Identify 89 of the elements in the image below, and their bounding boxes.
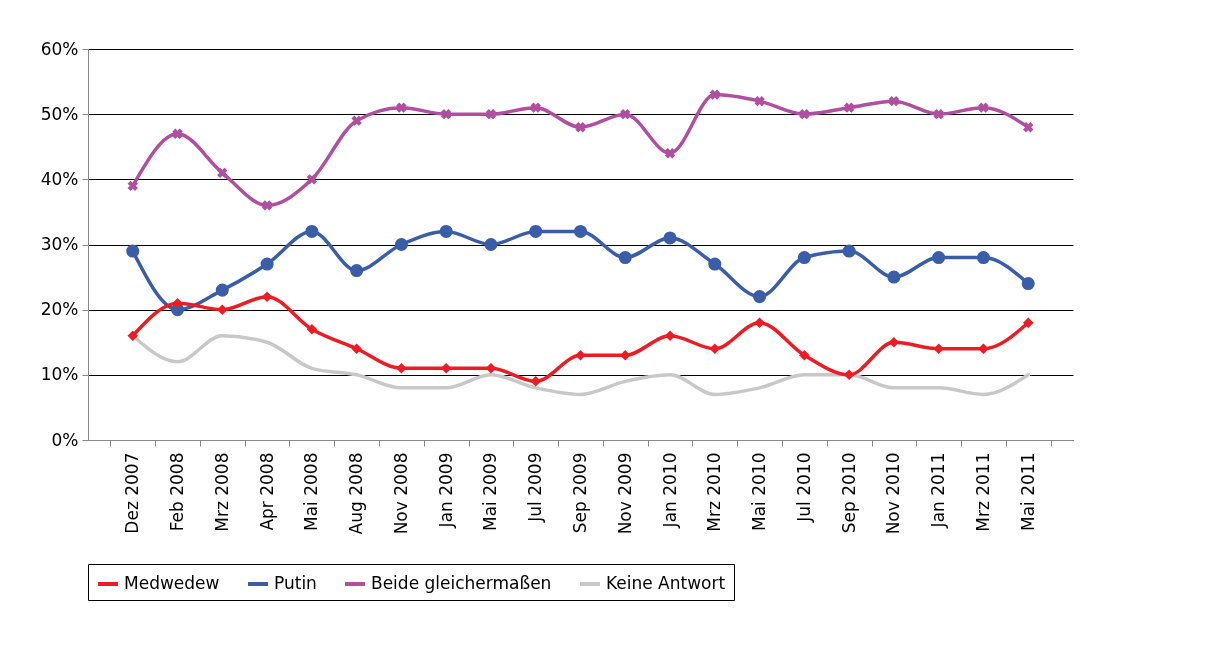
point — [172, 297, 183, 309]
point — [618, 251, 632, 265]
point — [843, 102, 855, 113]
point — [351, 115, 362, 126]
point — [1023, 122, 1034, 133]
point — [530, 376, 541, 387]
y-tick-label: 40% — [40, 168, 79, 189]
point — [708, 257, 722, 271]
x-tick-label: Mrz 2008 — [211, 452, 232, 532]
point — [754, 95, 765, 107]
y-tick-label: 10% — [40, 364, 79, 385]
x-tick-label: Mai 2011 — [1017, 452, 1038, 531]
point — [261, 200, 273, 211]
x-tick-label: Nov 2010 — [883, 452, 904, 535]
x-tick-label: Nov 2009 — [614, 452, 635, 535]
point — [172, 128, 183, 139]
point — [215, 283, 229, 297]
point — [753, 290, 767, 304]
x-tick-label: Sep 2009 — [570, 452, 590, 534]
x-tick-label: Jul 2010 — [793, 452, 814, 523]
x-tick-label: Aug 2008 — [346, 452, 367, 535]
point — [306, 323, 318, 335]
point — [305, 224, 319, 238]
x-tick-label: Jan 2010 — [659, 452, 680, 529]
point — [799, 350, 810, 361]
point — [709, 89, 721, 100]
point — [932, 251, 946, 265]
point — [217, 167, 228, 179]
point — [887, 270, 901, 284]
point — [573, 224, 588, 238]
point — [978, 343, 989, 355]
point — [664, 330, 676, 341]
x-tick-label: Mrz 2011 — [972, 452, 993, 532]
point — [439, 224, 453, 238]
x-tick-label: Feb 2008 — [167, 452, 188, 532]
x-tick-label: Mai 2008 — [301, 452, 322, 531]
point — [529, 224, 543, 238]
x-tick-label: Sep 2010 — [838, 452, 859, 534]
point — [396, 363, 407, 374]
point — [1022, 317, 1034, 328]
point — [663, 231, 677, 245]
point — [440, 108, 452, 120]
point — [530, 102, 541, 113]
x-tick-label: Nov 2008 — [390, 452, 411, 535]
x-tick-label: Mai 2009 — [480, 452, 501, 531]
legend-label: Medwedew — [124, 573, 220, 593]
y-tick-label: 60% — [40, 38, 79, 59]
point — [351, 343, 362, 355]
point — [620, 350, 631, 361]
point — [797, 251, 811, 265]
point — [575, 350, 586, 361]
legend-label: Putin — [274, 573, 317, 593]
x-tick-label: Apr 2008 — [256, 452, 277, 531]
x-tick-label: Mai 2010 — [749, 452, 770, 531]
point — [350, 264, 364, 278]
point — [933, 108, 944, 120]
point — [888, 95, 900, 107]
legend-label: Keine Antwort — [606, 573, 726, 593]
point — [575, 122, 586, 133]
x-tick-label: Dez 2007 — [122, 452, 143, 534]
y-tick-label: 50% — [40, 103, 79, 124]
point — [261, 291, 273, 302]
point — [933, 343, 944, 355]
legend-label: Beide gleichermaßen — [371, 573, 552, 593]
point — [842, 244, 856, 258]
point — [394, 237, 408, 252]
x-tick-label: Jul 2009 — [525, 452, 546, 523]
point — [396, 102, 407, 113]
point — [978, 102, 989, 113]
point — [484, 237, 498, 252]
point — [664, 148, 676, 159]
point — [306, 174, 318, 185]
point — [127, 330, 139, 341]
point — [1021, 277, 1035, 291]
point — [799, 108, 810, 120]
y-tick-label: 30% — [40, 234, 79, 254]
point — [620, 108, 631, 120]
point — [217, 304, 228, 315]
point — [754, 317, 765, 328]
point — [485, 108, 497, 120]
x-tick-label: Mrz 2010 — [704, 452, 725, 532]
point — [126, 244, 140, 258]
point — [976, 251, 990, 265]
y-tick-label: 20% — [40, 299, 79, 320]
x-tick-label: Jan 2011 — [928, 452, 949, 529]
y-tick-label: 0% — [51, 429, 79, 450]
point — [260, 257, 274, 271]
point — [127, 180, 138, 192]
x-tick-label: Jan 2009 — [435, 452, 456, 529]
